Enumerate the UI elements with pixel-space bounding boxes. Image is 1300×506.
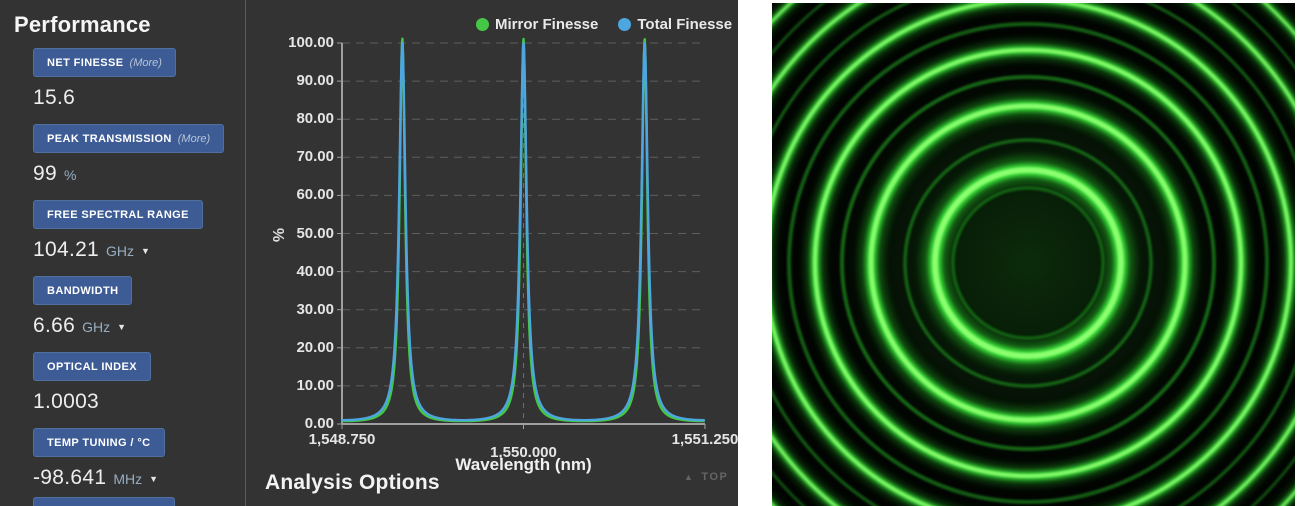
y-tick-label: 100.00	[288, 34, 334, 51]
metric-button-free-spectral-range[interactable]: FREE SPECTRAL RANGE	[33, 200, 203, 229]
metric-button-label: FREE SPECTRAL RANGE	[47, 208, 189, 221]
y-tick-label: 0.00	[304, 415, 334, 432]
legend-item-mirror-finesse[interactable]: Mirror Finesse	[476, 16, 598, 33]
analysis-options-title: Analysis Options	[265, 471, 440, 494]
up-triangle-icon: ▲	[684, 472, 695, 482]
metric-value-temp-tuning-c: -98.641 MHz ▼	[33, 466, 245, 491]
metric-bandwidth: BANDWIDTH 6.66 GHz ▼	[33, 276, 245, 339]
metric-value-number: 1.0003	[33, 390, 100, 413]
metric-button-label: PEAK TRANSMISSION	[47, 132, 172, 145]
metric-value-net-finesse: 15.6	[33, 86, 245, 111]
caret-down-icon[interactable]: ▼	[117, 321, 126, 332]
x-tick-label: 1,551.250	[671, 431, 738, 448]
chart-panel: Mirror Finesse Total Finesse % 100.00 90.…	[246, 0, 738, 506]
metric-list: NET FINESSE (More) 15.6 PEAK TRANSMISSION (M…	[0, 48, 245, 491]
metric-unit: GHz	[82, 319, 111, 335]
metric-value-peak-transmission: 99%	[33, 162, 245, 187]
performance-title: Performance	[14, 12, 151, 37]
metric-button-bandwidth[interactable]: BANDWIDTH	[33, 276, 133, 305]
y-tick-label: 50.00	[296, 224, 334, 242]
metric-button-net-finesse[interactable]: NET FINESSE (More)	[33, 48, 176, 77]
metric-value-number: 15.6	[33, 86, 76, 109]
x-tick-label: 1,548.750	[308, 431, 376, 448]
chart-legend: Mirror Finesse Total Finesse	[476, 16, 732, 33]
performance-panel: Performance NET FINESSE (More) 15.6 PEAK TR…	[0, 0, 246, 506]
legend-label-total-finesse: Total Finesse	[637, 16, 733, 33]
y-tick-label: 60.00	[296, 186, 334, 204]
y-tick-label: 80.00	[296, 110, 334, 128]
metric-net-finesse: NET FINESSE (More) 15.6	[33, 48, 245, 111]
metric-value-bandwidth: 6.66 GHz ▼	[33, 314, 245, 339]
x-tick-label: 1,550.000	[490, 444, 557, 461]
total-finesse-marker-icon	[618, 18, 632, 31]
metric-button-label: NET FINESSE	[47, 56, 124, 69]
metric-peak-transmission: PEAK TRANSMISSION (More) 99%	[33, 124, 245, 187]
finesse-chart[interactable]	[246, 0, 738, 506]
metric-button-temp-tuning-c[interactable]: TEMP TUNING / °C	[33, 428, 165, 457]
caret-down-icon[interactable]: ▼	[149, 473, 159, 484]
metric-button-optical-index[interactable]: OPTICAL INDEX	[33, 352, 151, 381]
metric-button-label: BANDWIDTH	[47, 284, 119, 297]
metric-button-label: OPTICAL INDEX	[47, 360, 137, 373]
metric-button-partial[interactable]	[33, 497, 175, 506]
metric-value-number: 104.21	[33, 238, 100, 261]
mirror-finesse-marker-icon	[476, 18, 489, 31]
metric-value-number: 99	[33, 162, 57, 185]
metric-optical-index: OPTICAL INDEX 1.0003	[33, 352, 245, 415]
x-axis-title: Wavelength (nm)	[455, 455, 592, 474]
metric-value-number: -98.641	[33, 466, 107, 489]
legend-item-total-finesse[interactable]: Total Finesse	[618, 16, 732, 33]
legend-label-mirror-finesse: Mirror Finesse	[495, 16, 599, 33]
metric-unit: %	[63, 167, 77, 183]
y-tick-label: 90.00	[296, 72, 334, 90]
y-tick-label: 20.00	[296, 338, 334, 356]
metric-button-label: TEMP TUNING / °C	[47, 436, 151, 449]
metric-value-optical-index: 1.0003	[33, 390, 245, 415]
metric-button-peak-transmission[interactable]: PEAK TRANSMISSION (More)	[33, 124, 225, 153]
y-tick-label: 10.00	[296, 376, 334, 394]
fringe-image-panel	[738, 0, 1300, 506]
metric-unit: MHz	[113, 471, 143, 487]
metric-unit: GHz	[106, 243, 135, 259]
interference-pattern-image	[772, 3, 1295, 506]
more-link[interactable]: (More)	[129, 56, 162, 69]
top-button-label: TOP	[701, 471, 729, 483]
caret-down-icon[interactable]: ▼	[141, 245, 150, 256]
metric-temp-tuning-c: TEMP TUNING / °C -98.641 MHz ▼	[33, 428, 245, 491]
metric-value-free-spectral-range: 104.21 GHz ▼	[33, 238, 245, 263]
more-link[interactable]: (More)	[177, 132, 211, 145]
metric-free-spectral-range: FREE SPECTRAL RANGE 104.21 GHz ▼	[33, 200, 245, 263]
y-tick-label: 30.00	[296, 300, 334, 318]
scroll-top-button[interactable]: ▲ TOP	[684, 471, 728, 483]
y-tick-label: 40.00	[296, 262, 334, 280]
y-tick-label: 70.00	[296, 148, 334, 166]
metric-value-number: 6.66	[33, 314, 76, 337]
